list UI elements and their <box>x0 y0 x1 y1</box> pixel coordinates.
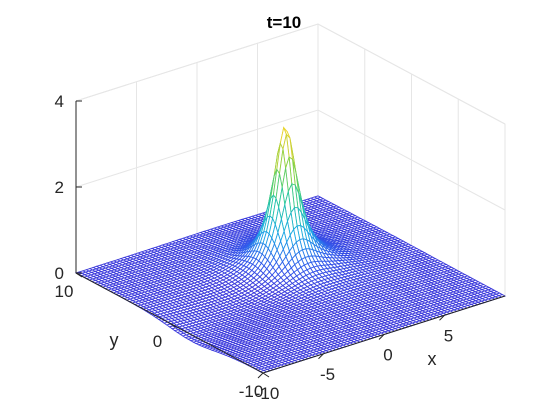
x-axis-label: x <box>428 349 437 369</box>
z-grid-line <box>75 23 506 125</box>
surface-mesh <box>74 126 507 374</box>
x-tick-label: 5 <box>444 326 453 345</box>
y-tick-label: 10 <box>55 282 74 301</box>
z-tick-label: 4 <box>55 92 64 111</box>
x-tick-label: -5 <box>320 365 335 384</box>
y-tick-label: 0 <box>153 332 162 351</box>
y-axis-label: y <box>110 330 119 350</box>
z-tick-label: 0 <box>55 264 64 283</box>
x-tick-mark <box>257 372 264 379</box>
chart-title: t=10 <box>267 13 302 32</box>
z-tick-label: 2 <box>55 178 64 197</box>
x-tick-label: 0 <box>383 346 392 365</box>
y-tick-mark <box>262 372 270 378</box>
y-tick-label: -10 <box>239 382 264 401</box>
